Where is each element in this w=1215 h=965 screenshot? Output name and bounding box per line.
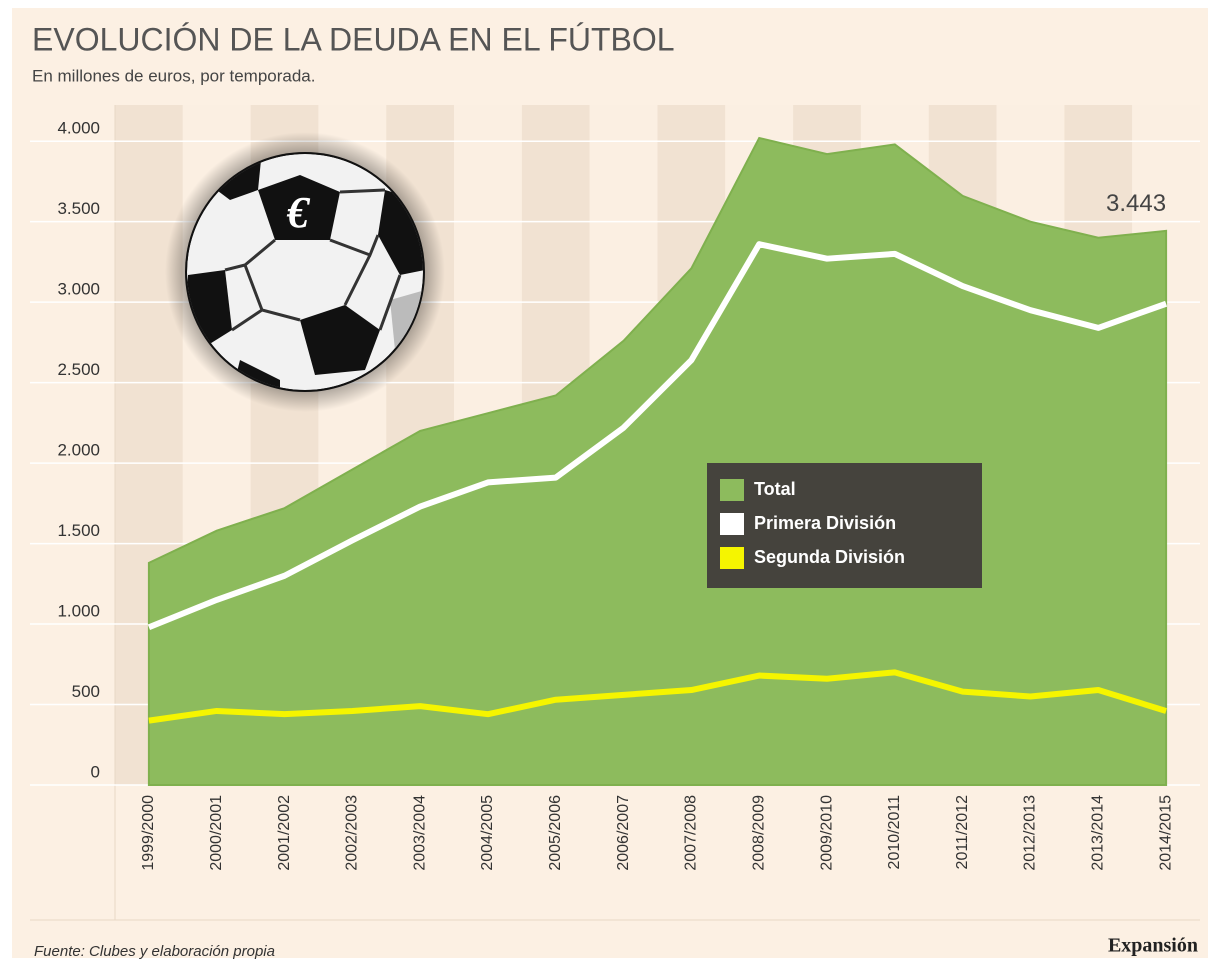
y-tick-label: 0 <box>91 762 100 781</box>
total-area <box>147 136 1168 786</box>
legend-swatch <box>720 513 744 535</box>
x-tick-label: 2004/2005 <box>479 795 496 871</box>
legend-box <box>707 463 982 588</box>
ball-patch <box>258 175 340 240</box>
x-tick-label: 2001/2002 <box>276 795 293 871</box>
chart-title: EVOLUCIÓN DE LA DEUDA EN EL FÚTBOL <box>32 21 675 57</box>
brand: Expansión <box>1108 935 1198 957</box>
marks: 3.443 <box>147 136 1168 786</box>
x-tick-label: 2014/2015 <box>1157 795 1174 871</box>
x-tick-label: 2000/2001 <box>208 795 225 871</box>
y-tick-label: 2.500 <box>57 360 100 379</box>
x-tick-label: 2010/2011 <box>886 795 903 870</box>
source: Fuente: Clubes y elaboración propia <box>34 943 275 960</box>
x-tick-label: 2003/2004 <box>411 795 428 871</box>
chart-subtitle: En millones de euros, por temporada. <box>32 66 316 85</box>
series-line <box>147 241 1168 631</box>
ball-icon: € <box>165 132 445 412</box>
value-label: 3.443 <box>1106 190 1166 217</box>
x-tick-label: 2013/2014 <box>1090 795 1107 871</box>
y-tick-label: 4.000 <box>57 119 100 138</box>
x-tick-label: 2005/2006 <box>547 795 564 871</box>
legend-label: Primera División <box>754 513 896 533</box>
series-line <box>148 669 1167 724</box>
y-tick-label: 2.000 <box>57 441 100 460</box>
legend-swatch <box>720 479 744 501</box>
y-tick-label: 3.500 <box>57 199 100 218</box>
legend-label: Segunda División <box>754 547 905 567</box>
y-tick-label: 1.500 <box>57 521 100 540</box>
y-tick-label: 1.000 <box>57 602 100 621</box>
x-tick-label: 1999/2000 <box>140 795 157 871</box>
x-tick-label: 2006/2007 <box>615 795 632 871</box>
ball-patch <box>300 305 380 375</box>
x-tick-label: 2008/2009 <box>750 795 767 871</box>
legend-label: Total <box>754 479 796 499</box>
legend: Total Primera División Segunda División <box>707 463 982 588</box>
y-tick-label: 3.000 <box>57 280 100 299</box>
y-tick-label: 500 <box>72 682 100 701</box>
x-tick-label: 2007/2008 <box>683 795 700 871</box>
x-tick-label: 2009/2010 <box>818 795 835 871</box>
x-tick-label: 2012/2013 <box>1022 795 1039 871</box>
x-tick-label: 2011/2012 <box>954 795 971 870</box>
ball-symbol: € <box>286 188 311 237</box>
x-tick-label: 2002/2003 <box>344 795 361 871</box>
legend-swatch <box>720 547 744 569</box>
